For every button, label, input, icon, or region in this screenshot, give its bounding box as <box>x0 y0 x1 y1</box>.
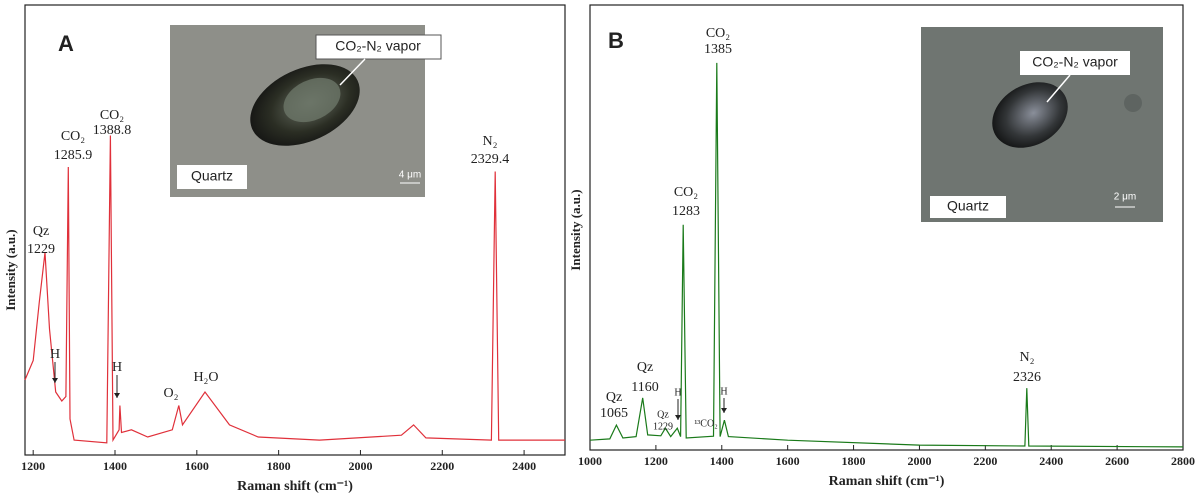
x-tick-label: 2200 <box>430 459 454 473</box>
peak-label: H <box>720 386 727 397</box>
x-tick-label: 1400 <box>710 454 734 468</box>
x-tick-label: 1000 <box>578 454 602 468</box>
x-axis-label: Raman shift (cm⁻¹) <box>829 474 945 489</box>
peak-label: H <box>674 387 681 398</box>
peak-label: N₂ <box>483 134 498 149</box>
peak-label: CO₂ <box>674 185 698 200</box>
panel: 1200 1400 1600 1800 2000 2200 2400 Raman shift … <box>3 4 566 494</box>
plot-frame <box>24 4 566 456</box>
panel: 1000 1200 1400 1600 1800 2000 2200 2400 2600 2800… <box>568 4 1195 489</box>
x-tick-label: 2000 <box>348 459 372 473</box>
peak-label: 1160 <box>631 380 658 395</box>
peak-label: CO₂ <box>61 129 85 144</box>
peak-label: CO₂ <box>706 26 730 41</box>
peak-label: 1283 <box>672 204 700 219</box>
y-axis-label: Intensity (a.u.) <box>3 229 18 310</box>
inset-callout: CO₂-N₂ vapor <box>1032 54 1118 70</box>
inset-scale: 4 μm <box>399 170 421 181</box>
peak-label: N₂ <box>1020 350 1035 365</box>
x-axis-label: Raman shift (cm⁻¹) <box>237 479 353 494</box>
y-axis-label: Intensity (a.u.) <box>568 189 583 270</box>
peak-label: 1229 <box>653 421 673 432</box>
peak-label: Qz <box>33 224 49 239</box>
arrow-head <box>721 408 727 413</box>
peak-label: Qz <box>606 390 622 405</box>
peak-label: O₂ <box>164 386 179 401</box>
x-tick-label: 1600 <box>776 454 800 468</box>
x-tick-label: 2000 <box>907 454 931 468</box>
arrow-head <box>114 393 120 398</box>
inset-photo <box>921 27 1163 222</box>
peak-label: H₂O <box>193 370 218 385</box>
inset-scale: 2 μm <box>1114 192 1136 203</box>
plot-frame <box>589 4 1184 451</box>
x-tick-label: 1600 <box>185 459 209 473</box>
inset-photo <box>170 25 442 197</box>
peak-label: 1388.8 <box>93 123 132 138</box>
x-tick-label: 2600 <box>1105 454 1129 468</box>
peak-label: 1065 <box>600 406 628 421</box>
peak-label: 1285.9 <box>54 148 93 163</box>
spectrum-line <box>589 62 1184 448</box>
x-tick-label: 1800 <box>842 454 866 468</box>
inset-mineral: Quartz <box>947 198 989 214</box>
x-tick-label: 2200 <box>973 454 997 468</box>
peak-label: H <box>50 347 60 362</box>
x-tick-label: 1200 <box>644 454 668 468</box>
peak-label: 1385 <box>704 42 732 57</box>
panel-letter: B <box>608 28 624 53</box>
arrow-head <box>52 378 58 383</box>
arrow-head <box>675 415 681 420</box>
inset-mineral: Quartz <box>191 168 233 184</box>
spectrum-line <box>24 135 565 444</box>
peak-label: CO₂ <box>100 108 124 123</box>
panel-letter: A <box>58 31 74 56</box>
peak-label: 1229 <box>27 242 55 257</box>
peak-label: Qz <box>637 360 653 375</box>
inset-callout: CO₂-N₂ vapor <box>335 38 421 54</box>
x-tick-label: 2400 <box>1039 454 1063 468</box>
x-tick-label: 2400 <box>512 459 536 473</box>
peak-label: 2326 <box>1013 370 1041 385</box>
x-tick-label: 1400 <box>103 459 127 473</box>
peak-label: 2329.4 <box>471 152 510 167</box>
x-tick-label: 1800 <box>267 459 291 473</box>
x-tick-label: 2800 <box>1171 454 1195 468</box>
peak-label: ¹³CO₂ <box>694 418 717 429</box>
peak-label: Qz <box>657 409 669 420</box>
x-tick-label: 1200 <box>21 459 45 473</box>
peak-label: H <box>112 360 122 375</box>
